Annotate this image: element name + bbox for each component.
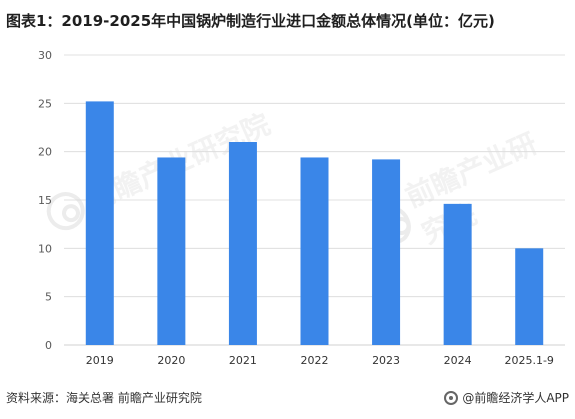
x-tick-label: 2023 [372, 354, 400, 367]
x-tick-label: 2022 [301, 354, 329, 367]
y-tick-label: 30 [38, 49, 52, 62]
x-axis-ticks: 2019 2020 2021 2022 2023 2024 2025.1-9 [86, 354, 554, 367]
bar-2019 [85, 101, 114, 346]
chart-title: 图表1：2019-2025年中国锅炉制造行业进口金额总体情况(单位：亿元) [6, 12, 495, 30]
bar-2024 [443, 203, 472, 345]
brand-credit: @前瞻经济学人APP [444, 389, 569, 406]
x-tick-label: 2020 [157, 354, 185, 367]
brand-text: @前瞻经济学人APP [462, 391, 569, 405]
y-tick-label: 10 [38, 242, 52, 255]
y-tick-label: 15 [38, 194, 52, 207]
bar-2025.1-9 [515, 248, 544, 345]
x-tick-label: 2021 [229, 354, 257, 367]
bar-chart: 0 5 10 15 20 25 30 2019 2020 2021 2022 2023 2024 202… [38, 49, 565, 367]
x-tick-label: 2025.1-9 [504, 354, 553, 367]
bar-2020 [157, 157, 186, 345]
y-tick-label: 0 [45, 339, 52, 352]
y-tick-label: 25 [38, 97, 52, 110]
y-tick-label: 20 [38, 146, 52, 159]
x-tick-label: 2024 [444, 354, 472, 367]
bar-2021 [228, 142, 257, 345]
x-tick-label: 2019 [86, 354, 114, 367]
source-note: 资料来源：海关总署 前瞻产业研究院 [6, 391, 202, 405]
y-tick-label: 5 [45, 291, 52, 304]
brand-logo-icon [444, 390, 459, 405]
y-axis-ticks: 0 5 10 15 20 25 30 [38, 49, 52, 352]
bars [85, 101, 544, 346]
bar-2023 [372, 159, 401, 345]
bar-2022 [300, 157, 329, 345]
footer: 资料来源：海关总署 前瞻产业研究院 @前瞻经济学人APP [0, 389, 575, 419]
